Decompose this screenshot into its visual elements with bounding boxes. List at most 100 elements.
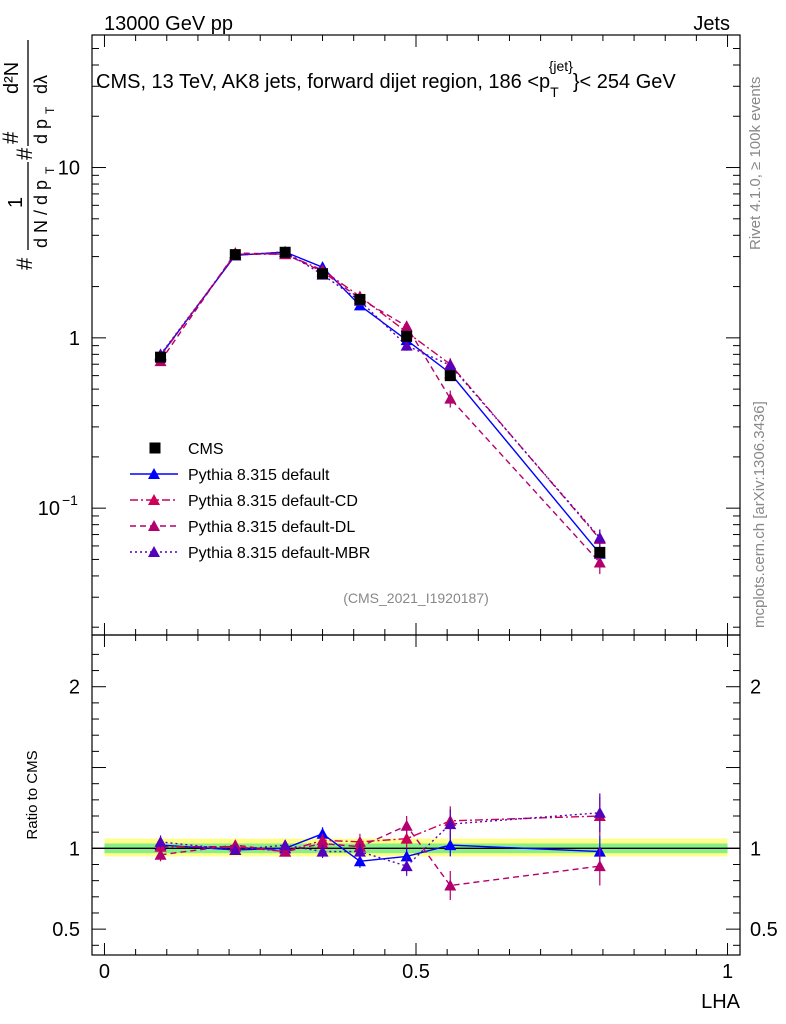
series-line: [160, 815, 600, 853]
x-axis-label: LHA: [701, 991, 741, 1013]
energy-label: 13000 GeV pp: [104, 13, 233, 35]
data-point: [229, 843, 242, 855]
legend-label: Pythia 8.315 default-DL: [188, 519, 355, 536]
mcplots-label: mcplots.cern.ch [arXiv:1306.3436]: [751, 401, 768, 628]
data-point: [316, 845, 329, 857]
data-point: [593, 860, 606, 872]
ratio-y-tick-label-right: 1: [750, 838, 761, 860]
legend-marker: [148, 546, 160, 557]
data-point: [400, 320, 413, 332]
legend-item: CMS: [149, 441, 224, 458]
series-line: [159, 252, 601, 563]
legend-label: Pythia 8.315 default: [188, 467, 330, 484]
data-point: [444, 879, 457, 891]
y-label-hash2: #: [12, 147, 37, 160]
data-point: [444, 370, 456, 382]
y-label-T-sub2: T: [43, 106, 57, 114]
plot-title-sub: T: [550, 84, 559, 100]
data-point: [317, 268, 329, 280]
data-point: [444, 818, 457, 830]
legend-label: CMS: [188, 441, 224, 458]
ratio-plot-frame: [91, 634, 741, 956]
series-line: [160, 824, 600, 887]
ratio-y-axis-label: Ratio to CMS: [24, 750, 41, 839]
data-point: [401, 330, 413, 342]
data-point: [154, 848, 167, 860]
data-point: [444, 839, 457, 851]
legend-marker: [148, 520, 160, 531]
data-point: [593, 531, 606, 543]
legend-label: Pythia 8.315 default-MBR: [188, 545, 370, 562]
legend: CMS Pythia 8.315 default Pythia 8.315 defa…: [130, 441, 370, 562]
series-line: [160, 812, 600, 867]
series-line: [160, 832, 600, 862]
main-y-axis-label: # 1 d N / d p T # d²N # d p T dλ: [0, 40, 57, 270]
ratio-y-tick-label: 2: [69, 677, 80, 699]
data-point: [353, 855, 366, 867]
data-point: [354, 293, 366, 305]
series-line: [159, 251, 601, 539]
rivet-label: Rivet 4.1.0, ≥ 100k events: [747, 77, 764, 250]
data-point: [400, 819, 413, 831]
y-label-dN-dpT: d N / d p: [31, 180, 51, 248]
main-series-cms: [155, 246, 606, 558]
legend-marker: [149, 442, 161, 454]
plot-title-tail: }< 254 GeV: [573, 71, 677, 93]
data-point: [594, 546, 606, 558]
data-point: [353, 845, 366, 857]
main-series-layer: [154, 245, 606, 575]
data-point: [400, 850, 413, 862]
ratio-series-pythia-8-315-default-mbr: [154, 793, 606, 876]
ratio-y-tick-label: 0.5: [52, 919, 80, 941]
x-tick-label: 0: [99, 961, 110, 983]
y-label-hash3: #: [0, 131, 23, 144]
y-label-d2N: d²N: [1, 62, 23, 94]
ratio-y-tick-label: 1: [69, 838, 80, 860]
ratio-y-tick-label-right: 0.5: [750, 919, 778, 941]
data-point: [400, 339, 413, 351]
y-tick-label: 10: [38, 498, 60, 520]
data-point: [444, 392, 457, 404]
legend-item: Pythia 8.315 default-DL: [130, 519, 355, 536]
data-point: [444, 359, 457, 371]
y-tick-label: 10: [58, 158, 80, 180]
data-point: [279, 839, 292, 851]
data-point: [155, 351, 167, 363]
y-tick-label: 1: [69, 328, 80, 350]
data-point: [316, 827, 329, 839]
y-label-hash1: #: [12, 257, 37, 270]
ratio-series-layer: [154, 793, 606, 901]
y-label-T-sub: T: [43, 166, 57, 174]
x-tick-label: 0.5: [402, 961, 430, 983]
legend-marker: [148, 494, 160, 505]
legend-label: Pythia 8.315 default-CD: [188, 493, 358, 510]
plot-title-sup: {jet}: [549, 58, 573, 74]
y-tick-exponent: −1: [62, 492, 78, 508]
data-point: [154, 835, 167, 847]
legend-item: Pythia 8.315 default-CD: [130, 493, 358, 510]
data-point: [229, 249, 241, 261]
legend-marker: [148, 468, 160, 479]
data-point: [279, 246, 291, 258]
data-point: [316, 837, 329, 849]
category-label: Jets: [693, 13, 730, 35]
analysis-id-watermark: (CMS_2021_I1920187): [343, 590, 489, 606]
main-series-pythia-8-315-default: [154, 246, 606, 563]
plot-title-main: CMS, 13 TeV, AK8 jets, forward dijet reg…: [96, 71, 550, 93]
data-point: [279, 845, 292, 857]
x-tick-label: 1: [722, 961, 733, 983]
y-label-one: 1: [5, 197, 27, 208]
plot-title: CMS, 13 TeV, AK8 jets, forward dijet reg…: [96, 58, 676, 100]
series-line: [159, 253, 601, 540]
legend-item: Pythia 8.315 default-MBR: [130, 545, 370, 562]
y-label-dpT: d p: [31, 119, 51, 144]
data-point: [593, 806, 606, 818]
legend-item: Pythia 8.315 default: [130, 467, 330, 484]
data-point: [400, 832, 413, 844]
data-point: [400, 860, 413, 872]
data-point: [593, 556, 606, 568]
ratio-y-tick-label-right: 2: [750, 677, 761, 699]
y-label-dlambda: dλ: [31, 75, 51, 94]
